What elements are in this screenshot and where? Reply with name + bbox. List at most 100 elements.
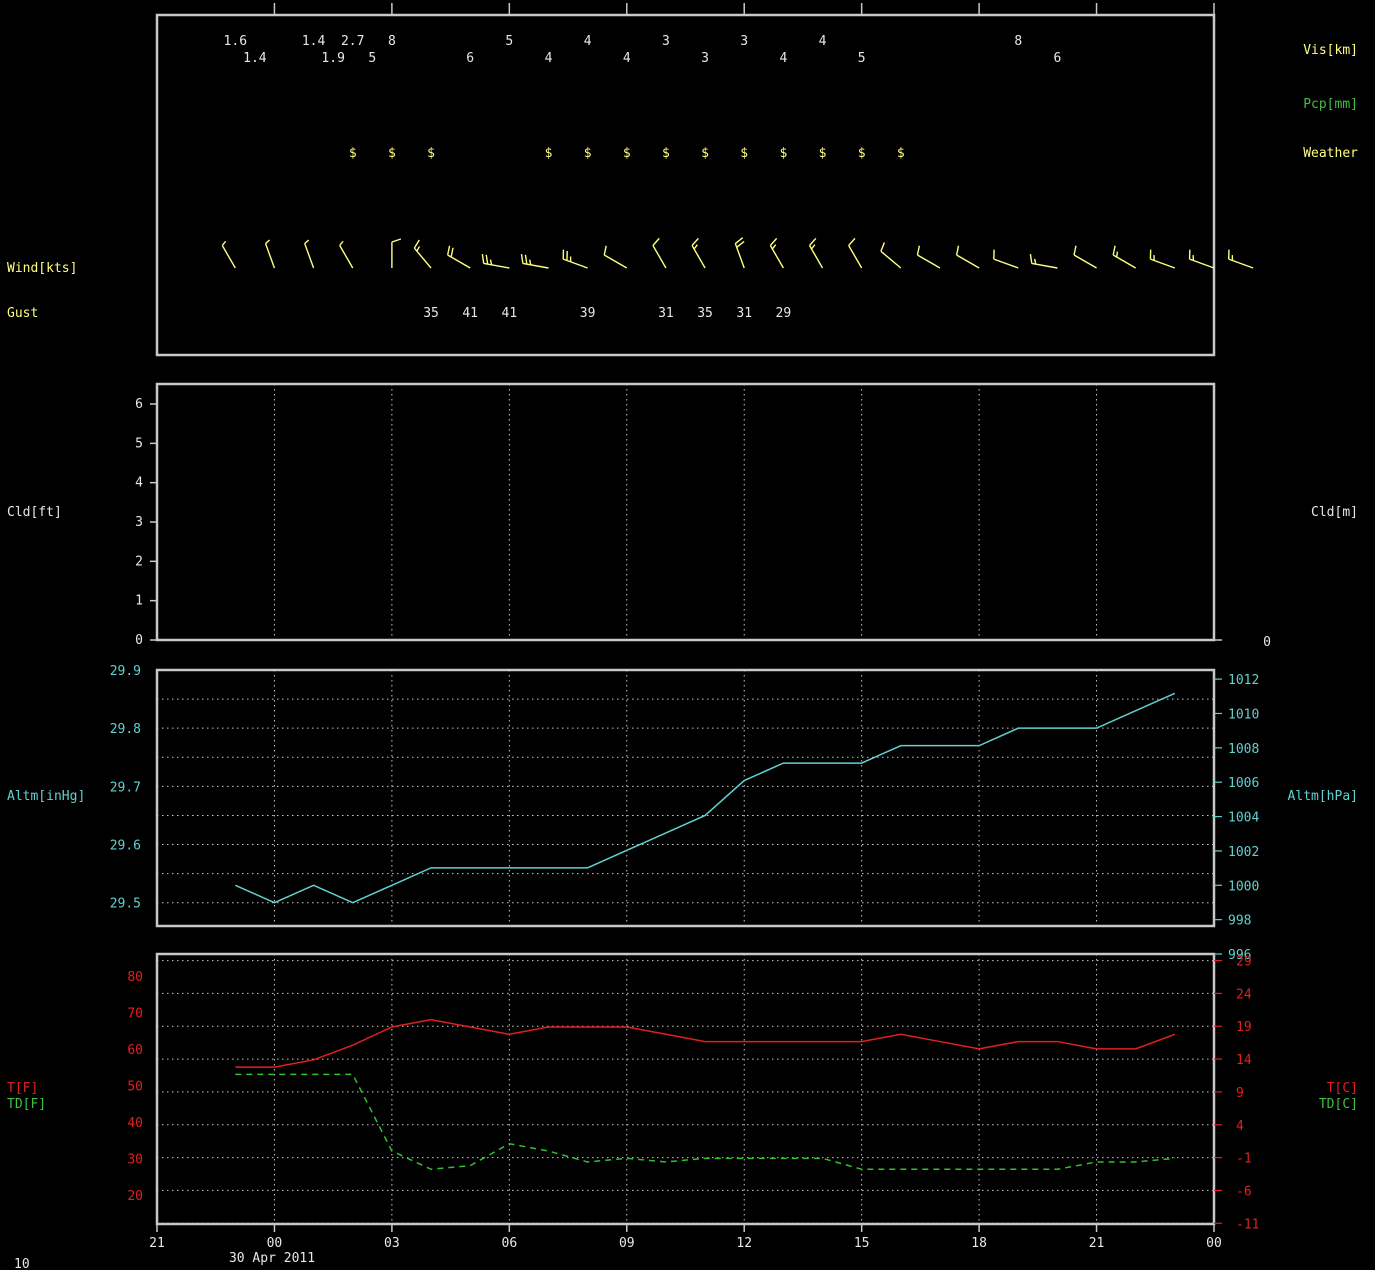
- wind-barb-half: [416, 246, 421, 252]
- wind-barb-staff: [993, 258, 1019, 269]
- wind-barb-staff: [413, 247, 432, 269]
- wind-barb: [1228, 249, 1254, 269]
- wind-barb-staff: [691, 245, 706, 269]
- altm-right-tick: 1010: [1228, 707, 1259, 722]
- x-tick-label: 21: [1089, 1236, 1105, 1251]
- x-tick-label: 00: [267, 1236, 283, 1251]
- wind-barb-half: [1115, 251, 1119, 258]
- vis-value: 3: [701, 51, 709, 66]
- weather-symbol: $: [623, 146, 631, 161]
- date-label: 30 Apr 2011: [229, 1251, 315, 1266]
- altm-left-tick: 29.7: [110, 780, 141, 795]
- temp-right-tick: 19: [1236, 1020, 1252, 1035]
- gust-value: 39: [580, 306, 596, 321]
- tdf-label: TD[F]: [7, 1097, 46, 1112]
- wind-barb-staff: [339, 245, 354, 269]
- vis-value: 6: [466, 51, 474, 66]
- wind-barb-flag: [848, 237, 856, 246]
- cld-ft-label: Cld[ft]: [7, 505, 62, 520]
- wind-barb-staff: [1112, 254, 1137, 269]
- cld-ytick: 6: [135, 397, 143, 412]
- wind-barb-half: [489, 259, 493, 266]
- weather-symbol: $: [349, 146, 357, 161]
- wind-barb-staff: [880, 250, 902, 269]
- vis-value: 4: [623, 51, 631, 66]
- weather-symbol: $: [819, 146, 827, 161]
- wind-barb-flag: [1073, 245, 1077, 256]
- altm-left-tick: 29.9: [110, 664, 141, 679]
- vis-value: 3: [740, 34, 748, 49]
- wind-barb-flag: [391, 238, 402, 243]
- wind-barb: [391, 238, 402, 268]
- wind-barb: [734, 237, 745, 269]
- wind-barb-flag: [603, 245, 607, 256]
- altm-inhg-label: Altm[inHg]: [7, 789, 85, 804]
- wind-barb-flag: [524, 254, 528, 265]
- weather-symbol: $: [897, 146, 905, 161]
- pcp-label: Pcp[mm]: [1303, 97, 1358, 112]
- wind-barb-flag: [1029, 253, 1033, 264]
- vis-value: 1.9: [321, 51, 344, 66]
- vis-value: 3: [662, 34, 670, 49]
- weather-symbol: $: [779, 146, 787, 161]
- altm-left-tick: 29.8: [110, 722, 141, 737]
- x-tick-label: 03: [384, 1236, 400, 1251]
- wind-barb-staff: [603, 254, 628, 269]
- wind-barb-flag: [520, 253, 524, 264]
- vis-value: 1.6: [224, 34, 247, 49]
- wind-barb: [808, 237, 824, 269]
- wind-barb: [221, 240, 236, 269]
- text-labels: Vis[km] Pcp[mm] Weather Wind[kts] Gust 1.6 1.4…: [7, 34, 1358, 1270]
- vis-value: 1.4: [302, 34, 326, 49]
- wind-barb: [1029, 253, 1058, 269]
- wind-barb-staff: [1228, 258, 1254, 269]
- wind-barb-staff: [848, 245, 863, 269]
- wind-barb-staff: [483, 262, 510, 269]
- wind-barb-half: [339, 240, 344, 246]
- x-tick-label: 18: [971, 1236, 987, 1251]
- altimeter-line: [234, 692, 1176, 904]
- wind-barb-staff: [769, 245, 784, 269]
- cld-m-label: Cld[m]: [1311, 505, 1358, 520]
- wind-barb-staff: [522, 262, 549, 269]
- wind-barb-staff: [447, 254, 471, 269]
- wind-barb-flag: [481, 253, 485, 264]
- gust-value: 35: [423, 306, 439, 321]
- tdc-label: TD[C]: [1319, 1097, 1358, 1112]
- cld-ytick: 1: [135, 594, 143, 609]
- tf-label: T[F]: [7, 1081, 38, 1096]
- wind-barb-flag: [446, 245, 451, 256]
- wind-barb: [955, 245, 980, 269]
- gust-value: 29: [776, 306, 792, 321]
- wind-barb: [1073, 245, 1097, 269]
- grid-layer: [157, 384, 1214, 1224]
- x-tick-label: 15: [854, 1236, 870, 1251]
- vis-value: 4: [779, 51, 787, 66]
- wind-barb-half: [1033, 258, 1037, 265]
- gust-value: 31: [736, 306, 752, 321]
- altm-right-tick: 1006: [1228, 776, 1259, 791]
- wind-barb-staff: [808, 245, 824, 269]
- wind-barb-half: [528, 259, 532, 266]
- temperature-line: [235, 1018, 1176, 1068]
- altm-right-tick: 996: [1228, 948, 1251, 963]
- temp-right-tick: -11: [1236, 1217, 1259, 1232]
- wind-barb: [1112, 245, 1137, 269]
- vis-value: 6: [1053, 51, 1061, 66]
- wind-barb-flag: [413, 239, 420, 249]
- wind-barb-flag: [652, 237, 660, 246]
- wind-barb-staff: [1189, 258, 1215, 269]
- vis-value: 5: [858, 51, 866, 66]
- wind-barb: [769, 237, 784, 269]
- wind-barb: [1149, 249, 1176, 269]
- cld-right-tick-label: 0: [1263, 635, 1271, 650]
- wind-barb: [264, 239, 276, 269]
- cld-ytick: 4: [135, 476, 143, 491]
- wind-barb-staff: [264, 243, 276, 269]
- temp-left-tick: 80: [127, 970, 143, 985]
- vis-value: 8: [388, 34, 396, 49]
- wind-barb: [1188, 249, 1215, 269]
- altm-right-tick: 1012: [1228, 673, 1259, 688]
- wind-barb: [562, 249, 588, 269]
